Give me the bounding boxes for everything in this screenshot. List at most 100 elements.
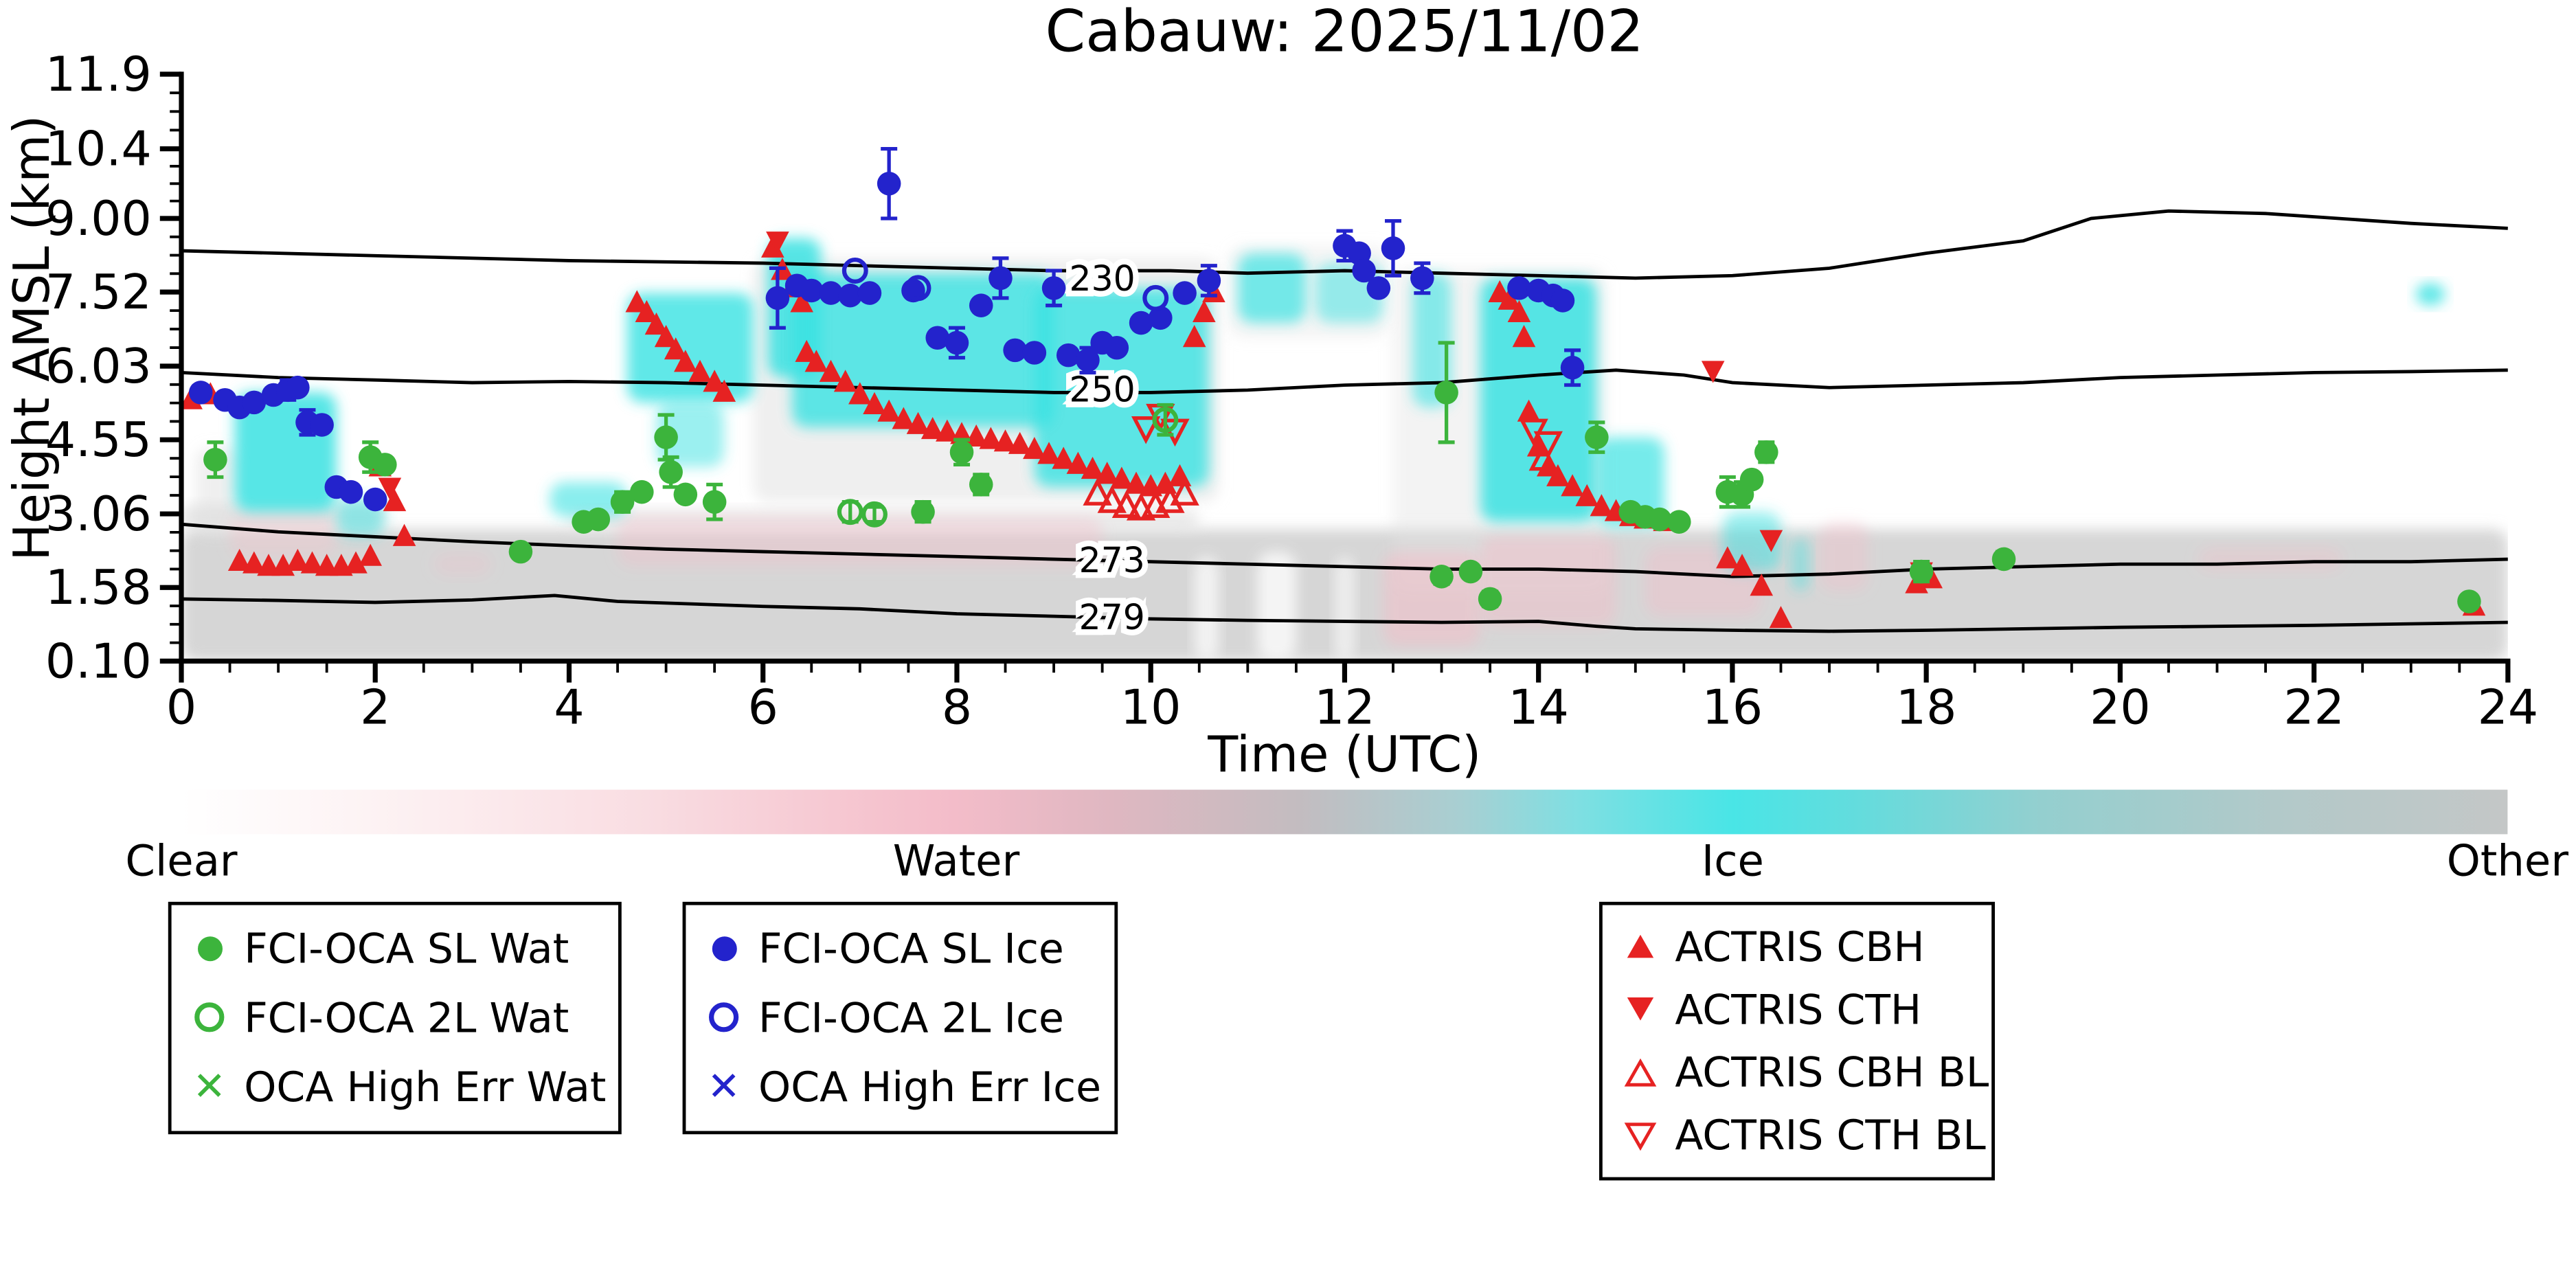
marker <box>1129 310 1153 335</box>
marker <box>1173 281 1197 305</box>
marker <box>988 266 1013 291</box>
marker <box>1517 399 1541 422</box>
marker <box>936 419 959 442</box>
legend-item: ACTRIS CBH BL <box>1623 1049 1989 1096</box>
contour-label: 250 <box>1070 370 1136 410</box>
marker <box>1750 574 1774 596</box>
filled-circle-blue-icon <box>705 931 742 968</box>
marker <box>1716 546 1739 569</box>
marker <box>841 258 868 284</box>
legend-box-ice: FCI-OCA SL Ice FCI-OCA 2L Ice ✕ OCA High… <box>682 901 1118 1135</box>
marker <box>188 381 213 405</box>
marker <box>837 499 863 526</box>
marker <box>242 390 267 415</box>
marker <box>945 330 969 355</box>
marker <box>1003 338 1027 363</box>
marker <box>1149 306 1173 330</box>
contour-label: 273 <box>1079 540 1145 580</box>
marker <box>373 453 397 477</box>
y-tick-label: 10.4 <box>45 122 152 177</box>
marker <box>1507 276 1531 300</box>
marker <box>1528 442 1558 471</box>
contour-label: 230 <box>1070 258 1136 299</box>
contour-label: 279 <box>1079 597 1145 637</box>
marker <box>1056 343 1081 368</box>
marker <box>1110 466 1133 489</box>
marker <box>1561 474 1584 497</box>
marker <box>1458 559 1483 584</box>
marker <box>659 460 683 484</box>
marker <box>383 488 407 512</box>
x-tick-label: 12 <box>1314 680 1375 736</box>
marker <box>1008 431 1032 454</box>
marker <box>1991 547 2016 572</box>
series-actris-cbh-bl <box>1083 442 1558 521</box>
marker <box>635 300 659 322</box>
marker <box>1909 559 1934 584</box>
marker <box>1097 485 1127 513</box>
isotherm-contours <box>181 209 2508 633</box>
marker <box>688 359 712 382</box>
legend-label: FCI-OCA SL Ice <box>758 925 1064 973</box>
marker <box>819 281 843 305</box>
marker <box>363 487 387 512</box>
marker <box>1754 440 1778 464</box>
filled-triangle-down-red-icon <box>1623 991 1659 1028</box>
marker <box>359 543 382 566</box>
x-tick-label: 18 <box>1896 680 1957 736</box>
marker <box>969 473 993 497</box>
marker <box>1125 471 1148 494</box>
marker <box>1667 510 1691 534</box>
marker <box>2457 589 2481 613</box>
legend-label: FCI-OCA SL Wat <box>244 925 569 973</box>
x-axis-label: Time (UTC) <box>1208 727 1482 785</box>
legend-item: FCI-OCA 2L Wat <box>191 994 598 1042</box>
x-tick-label: 16 <box>1702 680 1763 736</box>
marker <box>911 499 935 524</box>
marker <box>1066 451 1090 474</box>
open-triangle-up-red-icon <box>1623 1054 1659 1091</box>
legend-label: OCA High Err Wat <box>244 1063 607 1111</box>
x-marker-blue-icon: ✕ <box>707 1063 741 1110</box>
marker <box>1352 258 1376 283</box>
marker <box>1095 462 1119 484</box>
legend-box-actris: ACTRIS CBH ACTRIS CTH ACTRIS CBH BL ACTR… <box>1599 901 1995 1181</box>
colorbar-label-other: Other <box>2446 837 2568 888</box>
legend-item: ✕ OCA High Err Ice <box>705 1063 1101 1111</box>
x-tick-label: 6 <box>748 680 778 736</box>
marker <box>1083 477 1112 506</box>
marker <box>257 554 280 576</box>
legend-label: ACTRIS CBH <box>1675 923 1925 971</box>
marker <box>378 477 402 500</box>
legend-item: FCI-OCA 2L Ice <box>705 994 1094 1042</box>
marker <box>1197 269 1221 293</box>
y-tick-label: 3.06 <box>45 486 152 542</box>
marker <box>979 427 1003 449</box>
marker <box>664 337 688 360</box>
marker <box>925 326 950 350</box>
x-tick-label: 10 <box>1120 680 1182 736</box>
marker <box>1410 266 1434 291</box>
marker <box>339 479 363 504</box>
marker <box>344 551 368 574</box>
marker <box>1560 355 1585 380</box>
legend-label: OCA High Err Ice <box>758 1063 1102 1111</box>
marker <box>877 399 901 422</box>
legend-label: FCI-OCA 2L Ice <box>758 994 1064 1042</box>
classification-field <box>181 238 2508 662</box>
marker <box>848 382 872 405</box>
marker <box>1152 407 1179 433</box>
legend-item: ✕ OCA High Err Wat <box>191 1063 607 1111</box>
y-tick-label: 7.52 <box>45 264 152 320</box>
legend-item: FCI-OCA SL Wat <box>191 925 598 973</box>
x-tick-label: 22 <box>2283 680 2345 736</box>
marker <box>1507 300 1531 322</box>
axes: 0 2 4 6 8 10 12 14 16 18 20 22 240.101.583.064.556.0… <box>45 47 2538 736</box>
marker <box>1037 442 1061 464</box>
marker <box>310 413 334 437</box>
marker <box>1041 276 1066 300</box>
marker <box>702 490 727 514</box>
series-fci-oca-2l-ice <box>841 258 1169 311</box>
marker <box>857 281 882 305</box>
